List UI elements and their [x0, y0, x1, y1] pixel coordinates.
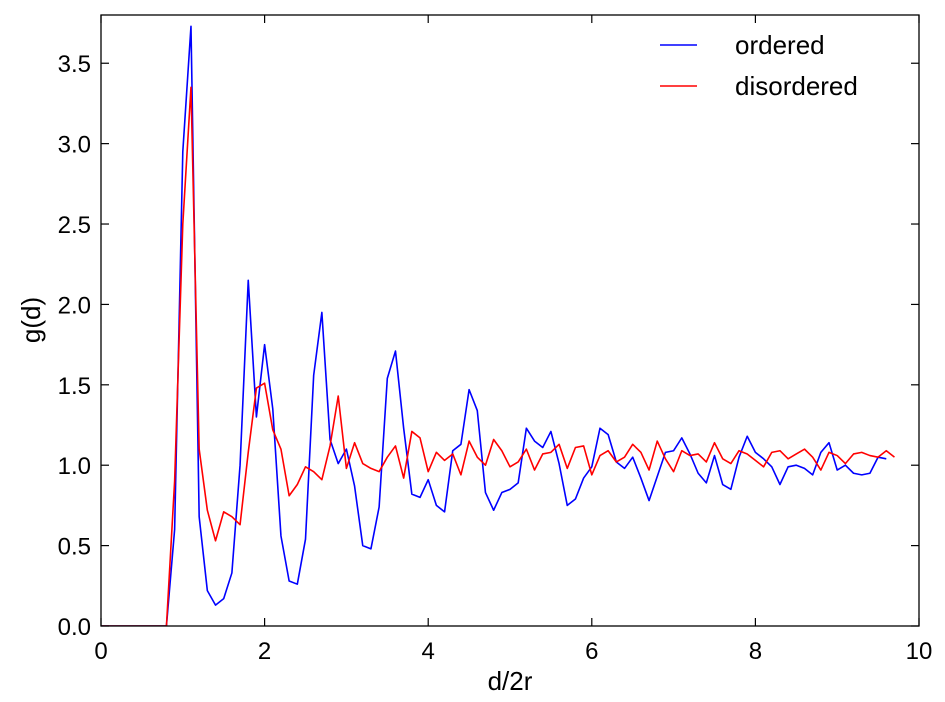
series-line-ordered	[101, 25, 887, 626]
y-tick-label: 3.5	[58, 51, 91, 78]
y-tick-label: 0.5	[58, 534, 91, 561]
x-axis: 0 2 4 6 8 10	[94, 15, 932, 665]
legend-label-ordered: ordered	[735, 30, 825, 60]
x-tick-label: 10	[906, 638, 933, 665]
y-axis: 0.0 0.5 1.0 1.5 2.0 2.5 3.0 3.5	[58, 51, 919, 641]
legend-label-disordered: disordered	[735, 71, 858, 101]
y-tick-label: 2.0	[58, 292, 91, 319]
series-layer	[101, 25, 895, 626]
x-axis-label: d/2r	[488, 666, 533, 696]
x-tick-label: 6	[585, 638, 598, 665]
y-tick-label: 1.5	[58, 373, 91, 400]
y-tick-label: 3.0	[58, 132, 91, 159]
x-tick-label: 8	[749, 638, 762, 665]
plot-frame	[100, 14, 920, 627]
legend: ordered disordered	[660, 30, 858, 101]
y-tick-label: 2.5	[58, 212, 91, 239]
x-tick-label: 4	[422, 638, 435, 665]
x-tick-label: 0	[94, 638, 107, 665]
series-line-disordered	[101, 86, 895, 626]
y-axis-label: g(d)	[16, 297, 46, 343]
y-tick-label: 1.0	[58, 453, 91, 480]
y-tick-label: 0.0	[58, 614, 91, 641]
x-tick-label: 2	[258, 638, 271, 665]
